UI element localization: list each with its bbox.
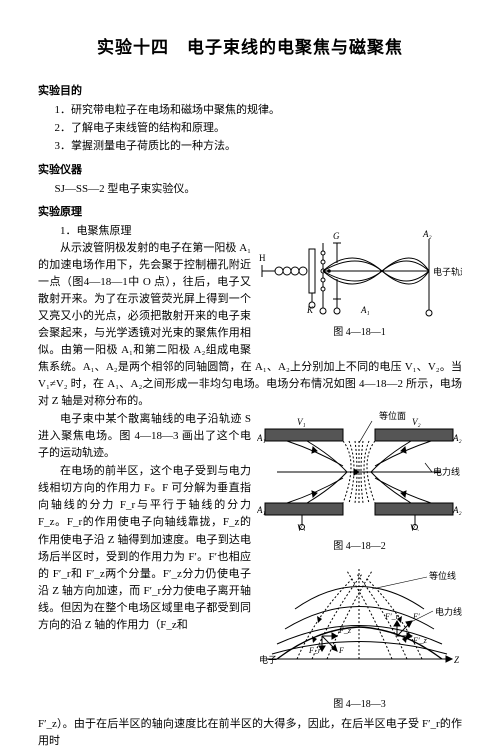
purpose-item: 2．了解电子束线管的结构和原理。 xyxy=(38,120,462,137)
fig2-A2b: A₂ xyxy=(452,505,462,515)
fig3-e: 电子 xyxy=(259,654,277,665)
fig2-V1: V₁ xyxy=(297,523,306,531)
figure-1-caption: 图 4—18—1 xyxy=(257,325,462,341)
paragraph: F′_z）。由于在后半区的轴向速度比在前半区的大得多，因此，在后半区电子受 F′… xyxy=(38,716,462,750)
page-title: 实验十四 电子束线的电聚焦与磁聚焦 xyxy=(38,35,462,61)
fig1-label-A1: A₁ xyxy=(360,305,370,315)
purpose-item: 3．掌握测量电子荷质比的一种方法。 xyxy=(38,138,462,155)
fig1-label-H: H xyxy=(259,253,266,263)
fig1-label-G: G xyxy=(333,231,340,241)
fig3-equi: 等位线 xyxy=(429,570,456,581)
purpose-heading: 实验目的 xyxy=(38,83,462,100)
fig3-Fz: F_z xyxy=(338,626,352,635)
fig1-label-trace: 电子轨迹 xyxy=(433,266,462,277)
figure-2: V₁ V₂ A₂ A₂ A₁ A₁ V₁ V₂ 等位面 电力线 图 4—18—2 xyxy=(257,411,462,555)
figure-2-svg: V₁ V₂ A₂ A₂ A₁ A₁ V₁ V₂ 等位面 电力线 xyxy=(257,411,462,531)
fig3-field: 电力线 xyxy=(435,606,462,617)
instrument-text: SJ—SS—2 型电子束实验仪。 xyxy=(38,181,462,198)
figure-3-svg: Z 电子 等位线 电力线 F F_r F_z F′ F′_r F′_z xyxy=(257,559,462,689)
fig2-A2: A₂ xyxy=(452,433,462,443)
fig2-A1b: A₁ xyxy=(257,505,266,515)
figure-1-svg: H K G A₁ A₂ 电子轨迹 xyxy=(257,225,462,317)
fig2-V1t: V₁ xyxy=(297,417,306,427)
fig3-F: F xyxy=(338,646,344,655)
figure-3-caption: 图 4—18—3 xyxy=(257,697,462,713)
body-block: H K G A₁ A₂ 电子轨迹 图 4—18—1 1．电聚焦原理 从示波管阴极… xyxy=(38,223,462,750)
fig3-Fpz: F′_z xyxy=(412,636,428,645)
fig1-label-A2: A₂ xyxy=(422,229,432,239)
fig2-V2t: V₂ xyxy=(412,417,421,427)
principle-heading: 实验原理 xyxy=(38,204,462,221)
figure-3: Z 电子 等位线 电力线 F F_r F_z F′ F′_r F′_z 图 4—… xyxy=(257,559,462,713)
purpose-item: 1．研究带电粒子在电场和磁场中聚焦的规律。 xyxy=(38,102,462,119)
fig3-Z: Z xyxy=(454,655,460,665)
figure-1: H K G A₁ A₂ 电子轨迹 图 4—18—1 xyxy=(257,225,462,341)
fig2-A1: A₁ xyxy=(257,433,266,443)
instrument-heading: 实验仪器 xyxy=(38,162,462,179)
fig2-V2: V₂ xyxy=(410,523,419,531)
fig2-equi: 等位面 xyxy=(379,411,406,421)
fig3-Fpr: F′_r xyxy=(384,612,400,621)
fig3-Fr: F_r xyxy=(308,646,322,655)
fig1-label-K: K xyxy=(306,305,314,315)
figure-2-caption: 图 4—18—2 xyxy=(257,539,462,555)
fig2-field: 电力线 xyxy=(433,466,460,477)
flow-text: F′_z）。由于在后半区的轴向速度比在前半区的大得多，因此，在后半区电子受 F′… xyxy=(38,716,462,750)
